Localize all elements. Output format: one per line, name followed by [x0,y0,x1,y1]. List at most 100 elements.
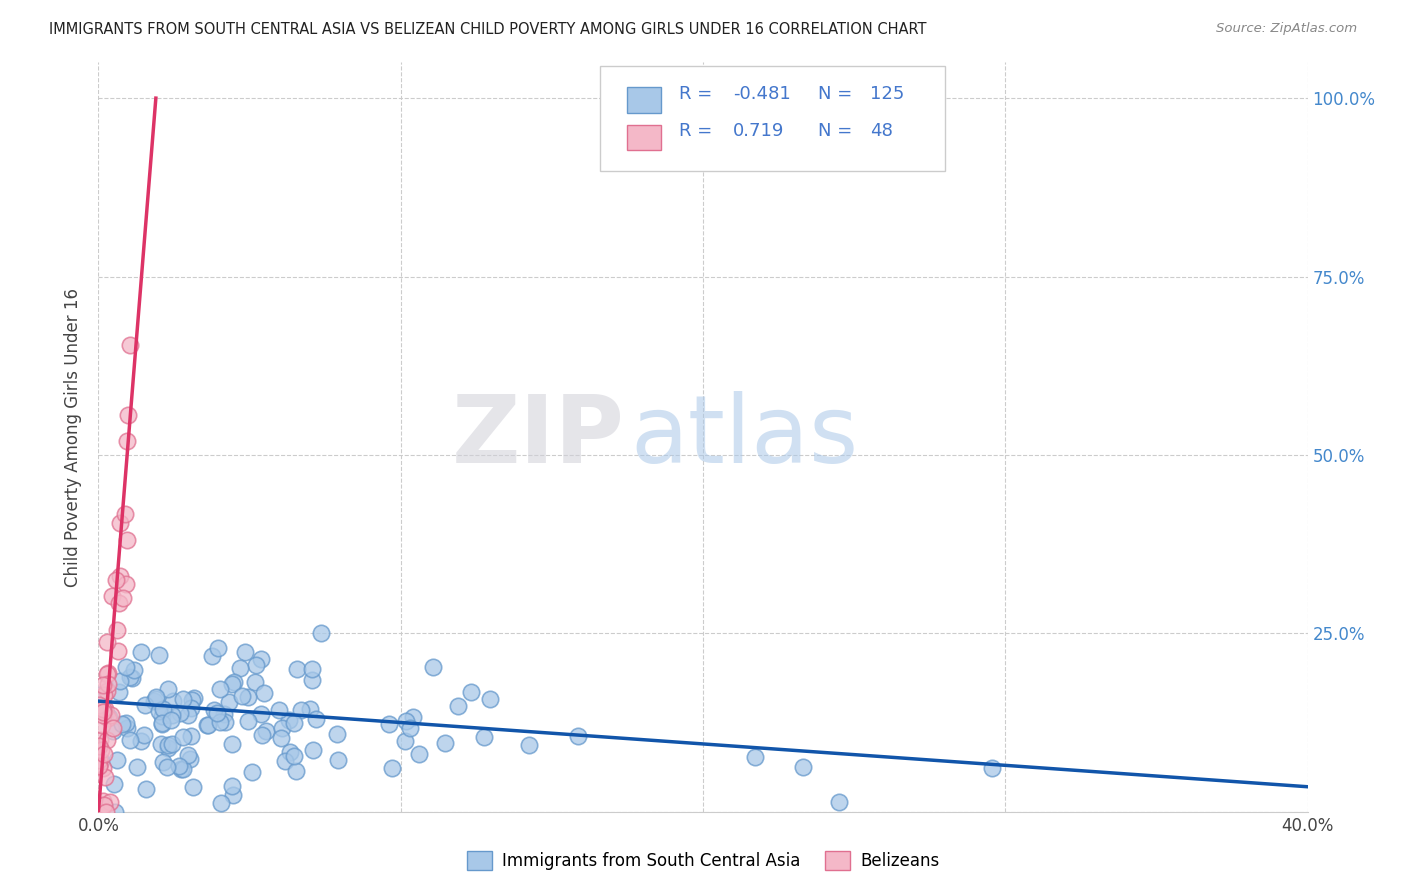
Point [90,797,112,812]
Point [309,626,332,640]
Legend: Immigrants from South Central Asia, Belizeans: Immigrants from South Central Asia, Beli… [458,842,948,879]
Point [181,692,204,706]
Text: N =: N = [818,85,858,103]
Point [112,591,135,605]
Point [135,781,157,796]
Point [150,708,173,723]
Point [152,755,174,769]
Text: R =: R = [679,85,718,103]
Text: -0.481: -0.481 [734,85,792,103]
Point [394,714,416,728]
Point [222,788,245,802]
Point [115,721,138,735]
Point [177,708,200,723]
Point [157,681,180,696]
Point [105,573,128,587]
Text: 48: 48 [870,122,893,140]
Point [97,665,120,680]
Point [98,795,121,809]
FancyBboxPatch shape [627,125,661,150]
Point [231,689,253,703]
Point [89,689,111,703]
Point [94,702,117,716]
Point [124,664,146,678]
Point [301,673,323,688]
Point [97,677,120,691]
Point [245,674,267,689]
Point [280,745,302,759]
Point [134,698,156,712]
Point [120,669,142,683]
Text: 0.719: 0.719 [734,122,785,140]
Point [298,702,321,716]
Point [209,714,232,729]
Point [108,673,131,688]
Point [744,750,766,764]
Point [205,706,228,720]
Text: ZIP: ZIP [451,391,624,483]
Point [792,760,814,774]
Point [152,702,174,716]
Point [93,797,115,812]
Point [167,758,190,772]
Point [89,805,111,819]
Point [96,666,118,681]
Point [134,727,156,741]
Point [143,694,166,708]
Point [474,730,496,744]
Point [90,805,112,819]
Point [93,689,115,703]
Point [110,516,132,530]
Point [115,577,138,591]
Point [381,761,404,775]
Point [207,640,229,655]
Point [145,690,167,704]
Point [567,729,589,743]
Point [90,754,112,768]
Point [103,777,125,791]
Point [378,717,401,731]
Point [245,658,267,673]
Point [121,671,143,685]
Point [93,707,115,722]
Point [240,764,263,779]
Point [218,695,240,709]
Point [115,533,138,547]
Point [115,434,138,449]
Point [91,762,114,776]
Point [408,747,430,762]
Point [96,684,118,698]
Point [97,711,120,725]
Point [176,747,198,762]
Point [101,723,124,738]
Point [402,709,425,723]
Point [87,739,110,753]
Point [111,717,134,731]
Point [172,692,194,706]
Point [150,715,173,730]
Point [148,648,170,662]
Point [254,724,277,739]
Point [233,645,256,659]
Text: IMMIGRANTS FROM SOUTH CENTRAL ASIA VS BELIZEAN CHILD POVERTY AMONG GIRLS UNDER 1: IMMIGRANTS FROM SOUTH CENTRAL ASIA VS BE… [49,22,927,37]
Point [101,589,124,603]
Point [172,730,194,744]
Point [96,733,118,747]
Point [274,755,297,769]
Point [209,796,232,810]
Point [283,715,305,730]
Point [252,729,274,743]
Point [157,738,180,752]
Text: N =: N = [818,122,858,140]
Point [179,751,201,765]
Point [107,644,129,658]
Point [180,701,202,715]
Point [980,761,1002,775]
Point [328,753,350,767]
Point [156,760,179,774]
Point [283,748,305,763]
Point [96,635,118,649]
Point [87,800,110,814]
Point [114,659,136,673]
Point [228,661,250,675]
